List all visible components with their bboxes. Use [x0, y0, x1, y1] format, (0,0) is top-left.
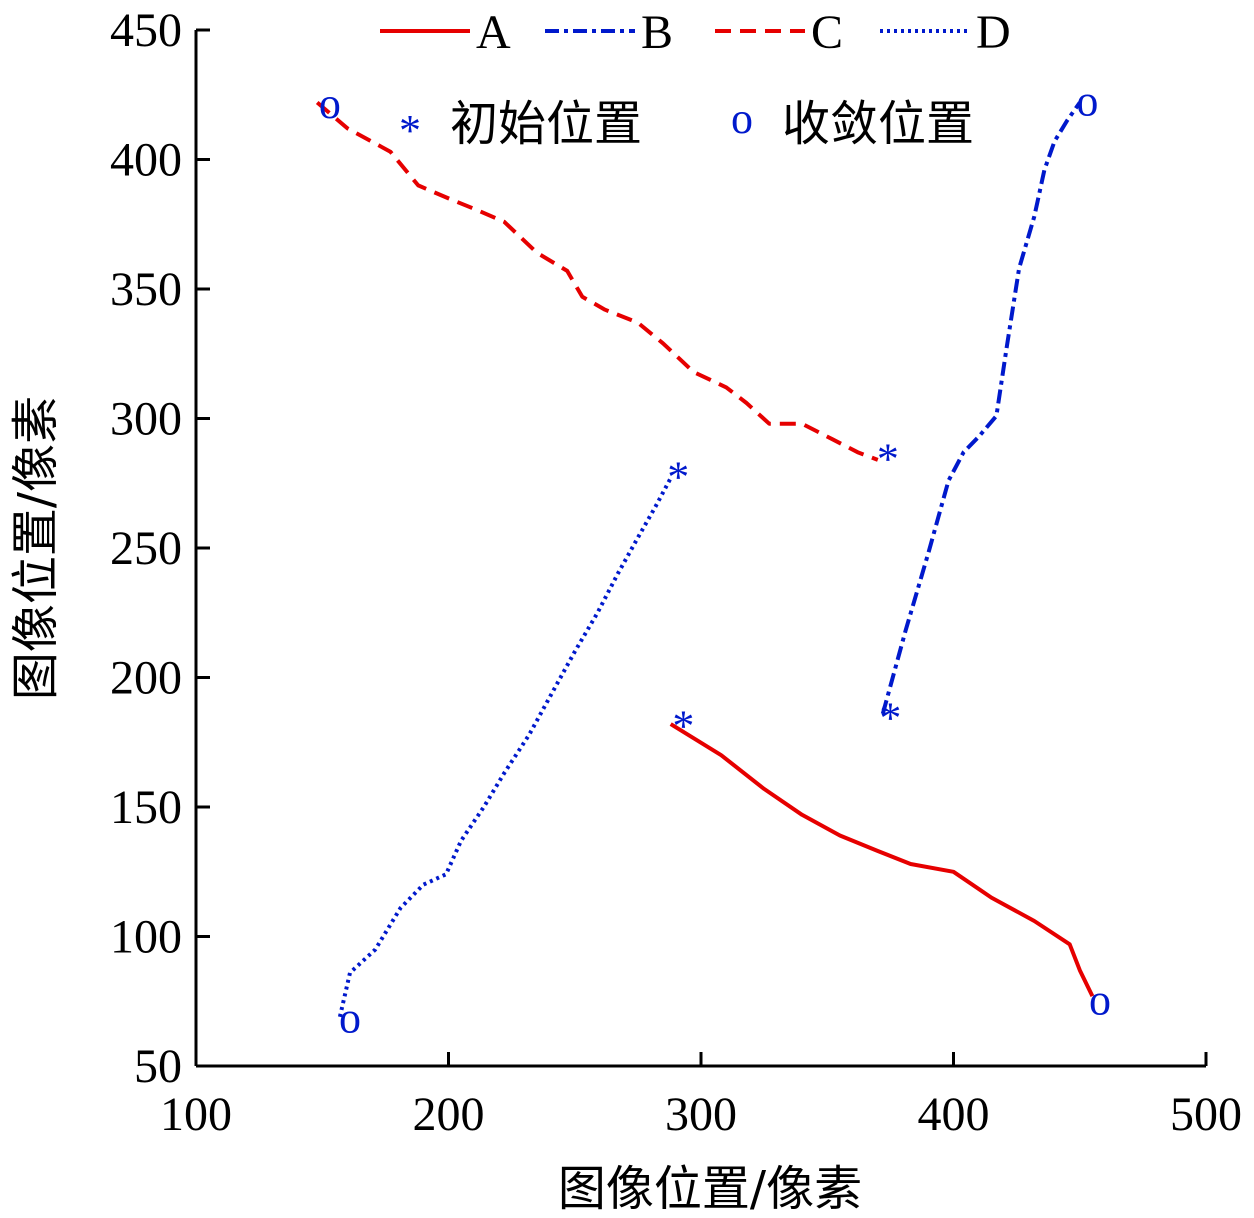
- series-C-line: [315, 100, 879, 462]
- series-layer: [315, 100, 1095, 1018]
- series-C-end-marker: o: [319, 79, 341, 128]
- marker-layer: * o * o * o * o: [319, 77, 1111, 1043]
- legend: A B C D * 初始位置 o 收敛位置: [380, 6, 1011, 155]
- y-axis-label: 图像位置/像素: [8, 396, 64, 700]
- legend-end-label: 收敛位置: [782, 96, 974, 152]
- y-tick-label: 200: [110, 652, 182, 705]
- legend-start-label: 初始位置: [450, 96, 642, 152]
- x-tick-label: 100: [160, 1088, 232, 1141]
- y-tick-label: 450: [110, 4, 182, 57]
- legend-label-B: B: [641, 6, 673, 59]
- y-tick-label: 50: [134, 1040, 182, 1093]
- y-tick-label: 350: [110, 263, 182, 316]
- x-tick-label: 500: [1170, 1088, 1242, 1141]
- y-tick-label: 400: [110, 134, 182, 187]
- series-C-start-marker: *: [877, 435, 899, 484]
- x-tick-label: 300: [665, 1088, 737, 1141]
- legend-end-symbol: o: [731, 94, 753, 143]
- x-axis-label: 图像位置/像素: [558, 1161, 862, 1217]
- series-D-line: [337, 477, 673, 1018]
- series-D-end-marker: o: [339, 993, 361, 1042]
- axes: 100 200 300 400 5005010015020025030035040045…: [110, 4, 1242, 1141]
- legend-label-C: C: [811, 6, 843, 59]
- legend-start-symbol: *: [399, 106, 421, 155]
- x-tick-label: 200: [413, 1088, 485, 1141]
- y-tick-label: 100: [110, 911, 182, 964]
- legend-label-A: A: [476, 6, 511, 59]
- series-D-start-marker: *: [667, 453, 689, 502]
- series-A-end-marker: o: [1089, 975, 1111, 1024]
- series-B-start-marker: *: [879, 694, 901, 743]
- series-A-start-marker: *: [672, 701, 694, 750]
- y-tick-label: 150: [110, 781, 182, 834]
- y-tick-label: 300: [110, 393, 182, 446]
- x-tick-label: 400: [918, 1088, 990, 1141]
- series-A-line: [669, 722, 1095, 997]
- series-B-end-marker: o: [1076, 77, 1098, 126]
- y-tick-label: 250: [110, 522, 182, 575]
- legend-label-D: D: [976, 6, 1011, 59]
- series-B-line: [880, 101, 1082, 715]
